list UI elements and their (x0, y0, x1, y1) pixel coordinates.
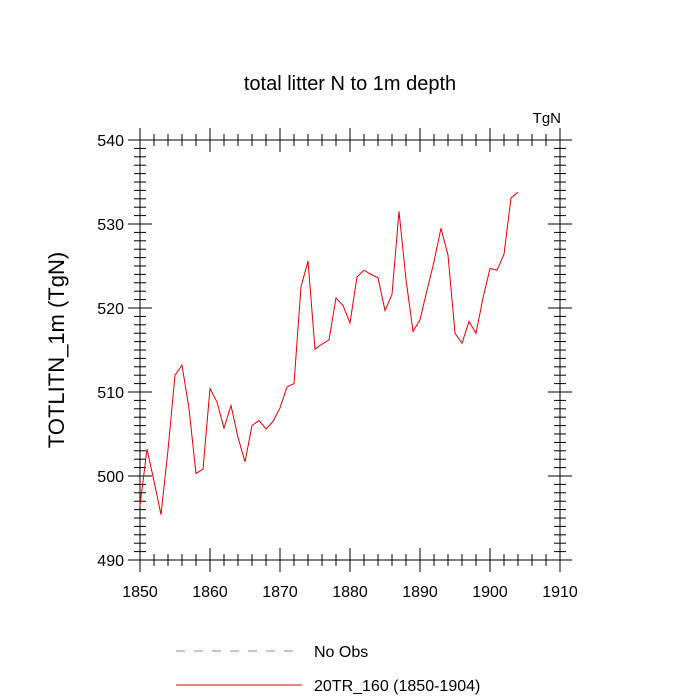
x-tick-label: 1910 (542, 584, 578, 601)
x-tick-label: 1890 (402, 584, 438, 601)
series-line (139, 191, 519, 515)
legend-label: 20TR_160 (1850-1904) (314, 678, 480, 695)
x-tick-label: 1850 (122, 584, 158, 601)
y-tick-label: 500 (97, 469, 124, 486)
y-tick-label: 520 (97, 301, 124, 318)
x-tick-label: 1900 (472, 584, 508, 601)
chart-title: total litter N to 1m depth (244, 73, 456, 95)
legend: No Obs 20TR_160 (1850-1904) (176, 644, 480, 695)
y-tick-label: 490 (97, 553, 124, 570)
y-tick-label: 510 (97, 385, 124, 402)
axis-ticks (128, 128, 572, 572)
x-tick-label: 1880 (332, 584, 368, 601)
plot-frame (139, 139, 561, 561)
legend-label: No Obs (314, 644, 368, 661)
x-tick-label: 1860 (192, 584, 228, 601)
y-axis-label: TOTLITN_1m (TgN) (44, 252, 69, 448)
y-tick-label: 530 (97, 217, 124, 234)
y-tick-label: 540 (97, 133, 124, 150)
x-tick-label: 1870 (262, 584, 298, 601)
series-layer (139, 191, 519, 515)
axis-tick-labels: 1850 1860 1870 1880 1890 1900 1910 490 500 510 520… (97, 133, 578, 601)
units-label: TgN (533, 110, 561, 127)
